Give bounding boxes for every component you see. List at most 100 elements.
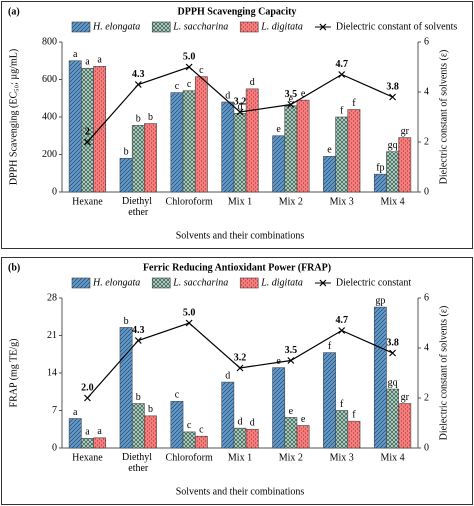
bar (284, 105, 298, 193)
legend-label: Dielectric constant (336, 277, 411, 288)
x-tick-label: Mix 4 (380, 196, 404, 207)
line-marker (389, 93, 396, 101)
significance-letter: f (340, 105, 344, 116)
significance-letter: gq (388, 140, 398, 151)
line-marker (319, 279, 327, 287)
panel-border (1, 1, 473, 249)
line-marker (236, 364, 244, 372)
chart-title: Ferric Reducing Antioxidant Power (FRAP) (143, 262, 331, 273)
significance-letter: gp (375, 295, 385, 306)
significance-letter: b (136, 114, 141, 125)
bar (335, 116, 349, 193)
x-axis-label: Solvents and their combinations (176, 230, 305, 241)
line-marker (185, 319, 193, 327)
line-marker (236, 108, 244, 116)
x-tick-label: Diethyl ether (122, 452, 155, 474)
legend-swatch (71, 21, 91, 33)
line-marker (319, 23, 327, 31)
line-value-label: 3.8 (386, 81, 399, 92)
panel-label: (b) (8, 262, 20, 273)
significance-letter: gq (388, 377, 398, 388)
bar (119, 327, 133, 449)
line-marker (287, 357, 295, 364)
significance-letter: d (238, 416, 243, 427)
significance-letter: e (289, 94, 294, 105)
y2-tick-label: 2 (424, 136, 429, 147)
legend-swatch (239, 277, 259, 289)
x-tick-label: Mix 4 (380, 452, 404, 463)
bar (131, 125, 145, 193)
line-value-label: 2 (85, 126, 90, 137)
y-tick-label: 28 (47, 292, 57, 303)
y-tick-label: 7 (52, 405, 57, 416)
bar (119, 157, 133, 193)
bar (284, 417, 298, 449)
line-marker (287, 101, 295, 108)
significance-letter: d (225, 90, 230, 101)
bar (398, 137, 412, 193)
bar (221, 101, 235, 193)
bar (245, 88, 259, 193)
bar (68, 60, 82, 193)
bar (347, 420, 361, 449)
bar (373, 306, 387, 449)
significance-letter: c (199, 425, 204, 436)
y2-axis-label: Dielectric constant of solvents (ε) (438, 306, 449, 441)
y-tick-label: 14 (47, 367, 57, 378)
significance-letter: a (97, 426, 102, 437)
significance-letter: b (124, 147, 129, 158)
bar (182, 431, 196, 449)
significance-letter: b (148, 112, 153, 123)
line-value-label: 3.2 (234, 352, 247, 363)
line-value-label: 5.0 (183, 307, 196, 318)
significance-letter: c (199, 65, 204, 76)
bar (296, 425, 310, 449)
y-tick-label: 0 (52, 442, 57, 453)
significance-letter: e (301, 414, 306, 425)
line-marker (84, 394, 91, 402)
legend-swatch (151, 21, 171, 33)
line-marker (338, 71, 346, 78)
significance-letter: d (250, 77, 255, 88)
legend-swatch (151, 277, 171, 289)
significance-letter: c (175, 390, 180, 401)
bar (233, 112, 247, 193)
bar (93, 437, 107, 449)
significance-letter: gr (401, 392, 410, 403)
bar (272, 367, 286, 449)
bar (335, 410, 349, 449)
bar (386, 388, 399, 449)
y-tick-label: 0 (52, 186, 57, 197)
line-value-label: 3.8 (386, 337, 399, 348)
bar (347, 109, 361, 193)
bar (144, 123, 157, 193)
significance-letter: a (85, 57, 90, 68)
significance-letter: a (85, 427, 90, 438)
x-tick-label: Diethyl ether (122, 196, 155, 218)
significance-letter: f (340, 399, 344, 410)
legend-label: L. saccharina (172, 277, 228, 288)
line-value-label: 2.0 (81, 382, 94, 393)
bar (296, 99, 310, 193)
significance-letter: fp (376, 162, 384, 173)
line-value-label: 4.7 (335, 315, 348, 326)
chart-title: DPPH Scavenging Capacity (178, 6, 297, 17)
line-marker (84, 138, 91, 146)
line-marker (134, 81, 142, 88)
y2-tick-label: 0 (424, 186, 429, 197)
bar (233, 427, 247, 449)
significance-letter: c (175, 81, 180, 92)
line-marker (134, 337, 142, 344)
legend-label: H. elongata (92, 21, 140, 32)
y2-tick-label: 4 (424, 86, 429, 97)
significance-letter: e (327, 145, 332, 156)
significance-letter: d (238, 102, 243, 113)
significance-letter: gr (401, 126, 410, 137)
bar (131, 403, 145, 449)
legend-label: L. saccharina (172, 21, 228, 32)
y-tick-label: 800 (42, 36, 57, 47)
significance-letter: a (97, 55, 102, 66)
line-value-label: 4.3 (132, 69, 145, 80)
x-tick-label: Mix 2 (279, 452, 303, 463)
